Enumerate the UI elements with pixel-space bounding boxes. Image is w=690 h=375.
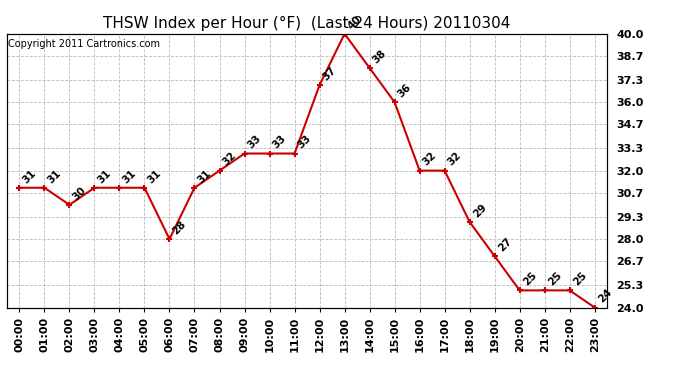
- Text: 33: 33: [296, 134, 313, 151]
- Text: 37: 37: [321, 65, 338, 82]
- Text: 32: 32: [421, 150, 438, 168]
- Text: 40: 40: [346, 13, 364, 31]
- Text: 25: 25: [546, 270, 563, 288]
- Text: 36: 36: [396, 82, 413, 99]
- Text: 31: 31: [146, 168, 163, 185]
- Text: 31: 31: [21, 168, 38, 185]
- Text: 28: 28: [171, 219, 188, 236]
- Text: 24: 24: [596, 287, 613, 305]
- Text: 38: 38: [371, 48, 388, 65]
- Text: 29: 29: [471, 202, 489, 219]
- Text: 32: 32: [221, 150, 238, 168]
- Text: 25: 25: [521, 270, 538, 288]
- Text: 25: 25: [571, 270, 589, 288]
- Text: 33: 33: [271, 134, 288, 151]
- Text: 31: 31: [196, 168, 213, 185]
- Text: 31: 31: [46, 168, 63, 185]
- Text: 31: 31: [121, 168, 138, 185]
- Text: 33: 33: [246, 134, 263, 151]
- Text: 30: 30: [71, 185, 88, 202]
- Text: 32: 32: [446, 150, 463, 168]
- Text: 31: 31: [96, 168, 113, 185]
- Text: 27: 27: [496, 236, 513, 254]
- Title: THSW Index per Hour (°F)  (Last 24 Hours) 20110304: THSW Index per Hour (°F) (Last 24 Hours)…: [104, 16, 511, 31]
- Text: Copyright 2011 Cartronics.com: Copyright 2011 Cartronics.com: [8, 39, 160, 49]
